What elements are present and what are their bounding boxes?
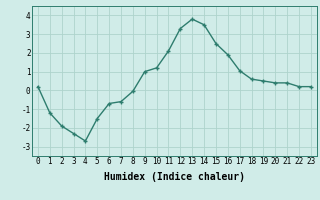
X-axis label: Humidex (Indice chaleur): Humidex (Indice chaleur) <box>104 172 245 182</box>
